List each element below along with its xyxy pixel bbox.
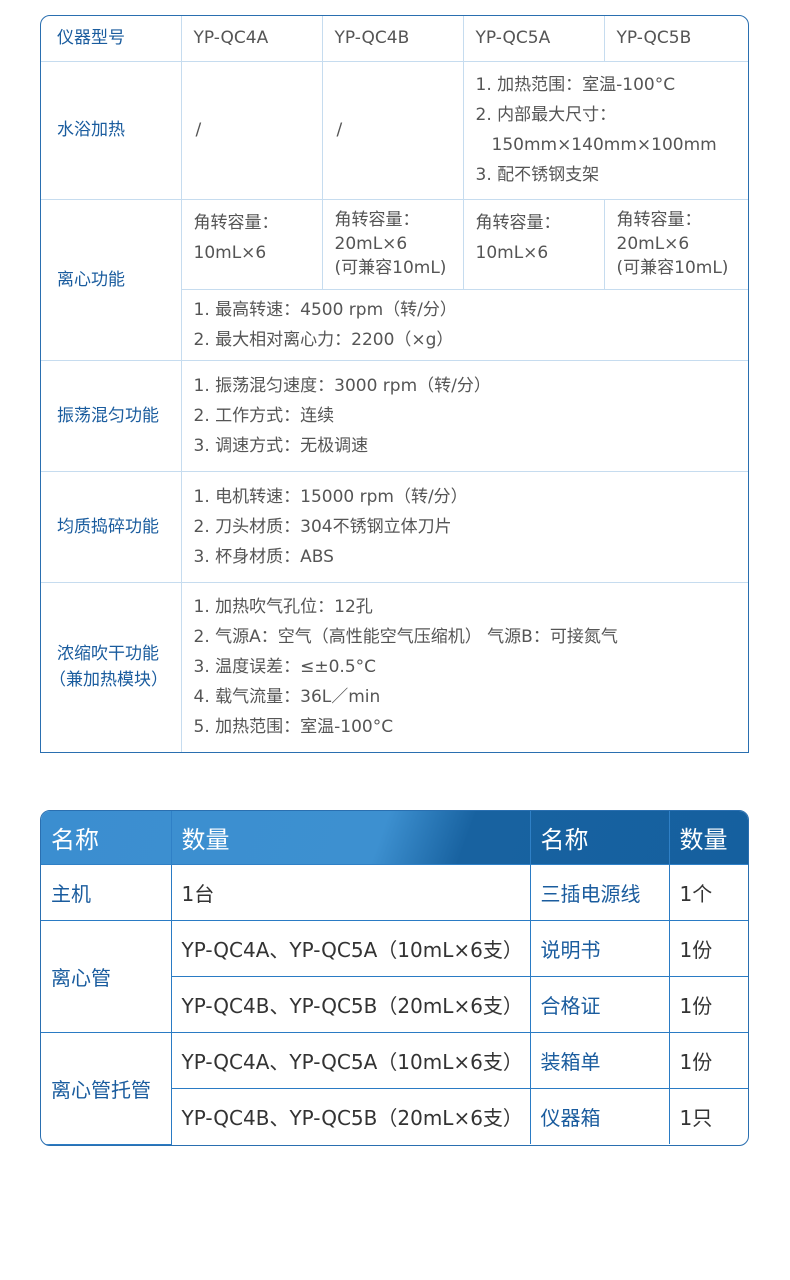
spec-line: 角转容量： xyxy=(616,209,702,230)
spec-line: 3. 配不锈钢支架 xyxy=(475,165,600,185)
spec-line: 10mL×6 xyxy=(475,242,549,263)
capacity-cell: 角转容量： 10mL×6 xyxy=(462,198,605,290)
model-cell: YP-QC5B xyxy=(603,16,748,62)
spec-line: 3. 杯身材质：ABS xyxy=(193,546,334,567)
spec-line: 1. 电机转速：15000 rpm（转/分） xyxy=(193,486,468,507)
spec-line: 角转容量： xyxy=(193,212,279,233)
table-row: YP-QC4B、YP-QC5B（20mL×6支） 仪器箱 1只 xyxy=(41,1088,748,1144)
spec-line: 2. 刀头材质：304不锈钢立体刀片 xyxy=(193,516,452,537)
spec-line: 1. 加热吹气孔位：12孔 xyxy=(193,597,373,618)
spec-line: 20mL×6 xyxy=(616,233,690,254)
item-name: 离心管 xyxy=(41,920,172,1033)
label-line: （兼加热模块） xyxy=(49,670,168,691)
label-line: 浓缩吹干功能 xyxy=(57,644,159,665)
packing-table: 名称 数量 名称 数量 主机 1台 三插电源线 1个 离心管 YP-QC4A、Y… xyxy=(40,810,749,1146)
model-cell: YP-QC4B xyxy=(321,16,464,62)
concentrator-row: 浓缩吹干功能 （兼加热模块） 1. 加热吹气孔位：12孔 2. 气源A：空气（高性… xyxy=(41,581,748,752)
homogenizer-row: 均质捣碎功能 1. 电机转速：15000 rpm（转/分） 2. 刀头材质：30… xyxy=(41,470,748,583)
spec-line: 2. 最大相对离心力：2200（×g） xyxy=(193,329,454,350)
item-qty: YP-QC4B、YP-QC5B（20mL×6支） xyxy=(171,976,531,1033)
value-cell: / xyxy=(321,60,464,200)
capacity-cell: 角转容量： 20mL×6 (可兼容10mL) xyxy=(603,198,748,290)
table-row: YP-QC4B、YP-QC5B（20mL×6支） 合格证 1份 xyxy=(41,976,748,1033)
value-cell: / xyxy=(180,60,323,200)
row-label: 仪器型号 xyxy=(41,16,182,62)
value-cell: 1. 最高转速：4500 rpm（转/分） 2. 最大相对离心力：2200（×g… xyxy=(181,288,748,361)
spec-line: 20mL×6 xyxy=(334,233,408,254)
header-cell: 名称 xyxy=(41,811,172,865)
value-cell: 1. 振荡混匀速度：3000 rpm（转/分） 2. 工作方式：连续 3. 调速… xyxy=(180,359,748,472)
item-qty: 1份 xyxy=(668,976,748,1033)
table-row: 离心管 YP-QC4A、YP-QC5A（10mL×6支） 说明书 1份 xyxy=(41,920,748,1033)
item-qty: 1份 xyxy=(668,1032,748,1089)
table-row: 离心管托管 YP-QC4A、YP-QC5A（10mL×6支） 装箱单 1份 xyxy=(41,1032,748,1145)
row-label: 浓缩吹干功能 （兼加热模块） xyxy=(41,581,182,752)
spec-line: 角转容量： xyxy=(334,209,420,230)
packing-header-row: 名称 数量 名称 数量 xyxy=(41,811,748,865)
header-cell: 数量 xyxy=(170,811,531,865)
header-cell: 名称 xyxy=(529,811,670,865)
spec-line: 角转容量： xyxy=(475,212,561,233)
row-label: 均质捣碎功能 xyxy=(41,470,182,583)
item-name: 仪器箱 xyxy=(529,1088,670,1144)
item-name: 合格证 xyxy=(529,976,670,1033)
spec-line: 2. 工作方式：连续 xyxy=(193,405,335,426)
item-name: 说明书 xyxy=(529,920,670,977)
item-qty: YP-QC4A、YP-QC5A（10mL×6支） xyxy=(170,1032,531,1089)
centrifuge-common-row: 1. 最高转速：4500 rpm（转/分） 2. 最大相对离心力：2200（×g… xyxy=(41,288,748,361)
item-qty: YP-QC4B、YP-QC5B（20mL×6支） xyxy=(171,1088,531,1144)
spec-line: 2. 气源A：空气（高性能空气压缩机） 气源B：可接氮气 xyxy=(193,627,618,648)
spec-line: 1. 振荡混匀速度：3000 rpm（转/分） xyxy=(193,375,491,396)
capacity-cell: 角转容量： 10mL×6 xyxy=(180,198,323,290)
row-label: 振荡混匀功能 xyxy=(41,359,182,472)
spec-line: 3. 调速方式：无极调速 xyxy=(193,435,369,456)
spec-line: 150mm×140mm×100mm xyxy=(491,135,717,155)
model-row: 仪器型号 YP-QC4A YP-QC4B YP-QC5A YP-QC5B xyxy=(41,16,748,62)
row-label: 水浴加热 xyxy=(41,60,182,200)
item-qty: 1份 xyxy=(668,920,748,977)
value-cell: 1. 电机转速：15000 rpm（转/分） 2. 刀头材质：304不锈钢立体刀… xyxy=(180,470,748,583)
value-cell: 1. 加热范围：室温-100°C 2. 内部最大尺寸： 150mm×140mm×… xyxy=(462,60,748,200)
value-cell: 1. 加热吹气孔位：12孔 2. 气源A：空气（高性能空气压缩机） 气源B：可接… xyxy=(180,581,748,752)
item-qty: YP-QC4A、YP-QC5A（10mL×6支） xyxy=(170,920,531,977)
model-cell: YP-QC4A xyxy=(180,16,323,62)
row-label: 离心功能 xyxy=(41,198,182,361)
spec-line: 2. 内部最大尺寸： xyxy=(475,105,617,125)
spec-line: (可兼容10mL) xyxy=(616,257,729,278)
item-qty: 1只 xyxy=(668,1088,748,1144)
spec-line: 1. 最高转速：4500 rpm（转/分） xyxy=(193,299,457,320)
centrifuge-row: 离心功能 角转容量： 10mL×6 角转容量： 20mL×6 (可兼容10mL) 角转… xyxy=(41,198,748,361)
item-qty: 1个 xyxy=(668,864,748,921)
header-cell: 数量 xyxy=(668,811,748,865)
spec-line: 4. 载气流量：36L／min xyxy=(193,687,381,708)
spec-line: 1. 加热范围：室温-100°C xyxy=(475,75,676,95)
capacity-cell: 角转容量： 20mL×6 (可兼容10mL) xyxy=(321,198,464,290)
item-name: 装箱单 xyxy=(529,1032,670,1089)
spec-line: 5. 加热范围：室温-100°C xyxy=(193,717,394,738)
item-name: 主机 xyxy=(41,864,172,921)
model-cell: YP-QC5A xyxy=(462,16,605,62)
item-qty: 1台 xyxy=(170,864,531,921)
table-row: 主机 1台 三插电源线 1个 xyxy=(41,864,748,921)
item-name: 离心管托管 xyxy=(41,1032,172,1145)
water-bath-row: 水浴加热 / / 1. 加热范围：室温-100°C 2. 内部最大尺寸： 150… xyxy=(41,60,748,200)
spec-line: (可兼容10mL) xyxy=(334,257,447,278)
spec-table: 仪器型号 YP-QC4A YP-QC4B YP-QC5A YP-QC5B 水浴加… xyxy=(40,15,749,753)
vortex-row: 振荡混匀功能 1. 振荡混匀速度：3000 rpm（转/分） 2. 工作方式：连… xyxy=(41,359,748,472)
item-name: 三插电源线 xyxy=(529,864,670,921)
spec-line: 10mL×6 xyxy=(193,242,267,263)
spec-line: 3. 温度误差：≤±0.5°C xyxy=(193,657,377,678)
